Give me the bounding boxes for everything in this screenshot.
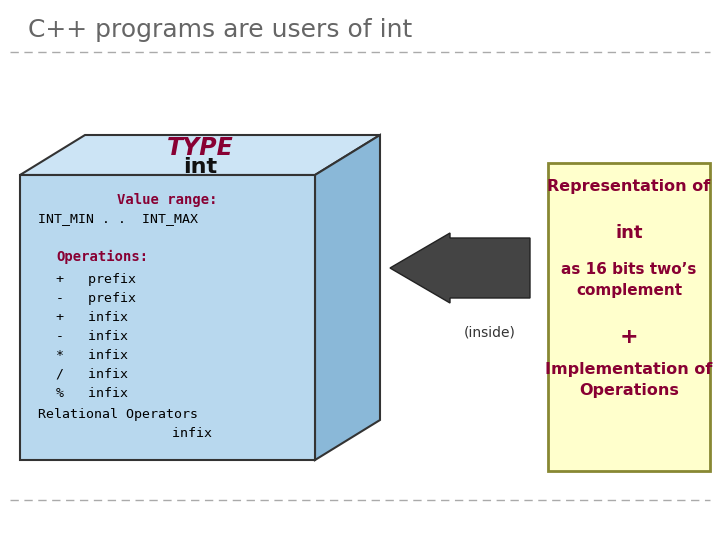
Text: Implementation of
Operations: Implementation of Operations — [545, 362, 713, 398]
Text: int: int — [616, 224, 643, 242]
Polygon shape — [390, 233, 530, 303]
Text: Representation of: Representation of — [547, 179, 711, 194]
Text: +   infix: + infix — [56, 311, 128, 324]
FancyBboxPatch shape — [548, 163, 710, 471]
Polygon shape — [20, 175, 315, 460]
Text: +   prefix: + prefix — [56, 273, 136, 286]
Text: int: int — [183, 157, 217, 177]
Text: as 16 bits two’s
complement: as 16 bits two’s complement — [562, 262, 697, 298]
Text: %   infix: % infix — [56, 387, 128, 400]
Text: Relational Operators: Relational Operators — [38, 408, 198, 421]
Text: -   infix: - infix — [56, 330, 128, 343]
Text: -   prefix: - prefix — [56, 292, 136, 305]
Polygon shape — [20, 135, 380, 175]
Text: TYPE: TYPE — [166, 136, 233, 160]
Text: Operations:: Operations: — [56, 250, 148, 264]
Text: *   infix: * infix — [56, 349, 128, 362]
Text: /   infix: / infix — [56, 368, 128, 381]
Text: (inside): (inside) — [464, 326, 516, 340]
Text: +: + — [620, 327, 639, 347]
Polygon shape — [315, 135, 380, 460]
Text: C++ programs are users of int: C++ programs are users of int — [28, 18, 413, 42]
Text: Value range:: Value range: — [117, 193, 217, 207]
Text: INT_MIN . .  INT_MAX: INT_MIN . . INT_MAX — [38, 212, 198, 225]
Text: infix: infix — [124, 427, 212, 440]
